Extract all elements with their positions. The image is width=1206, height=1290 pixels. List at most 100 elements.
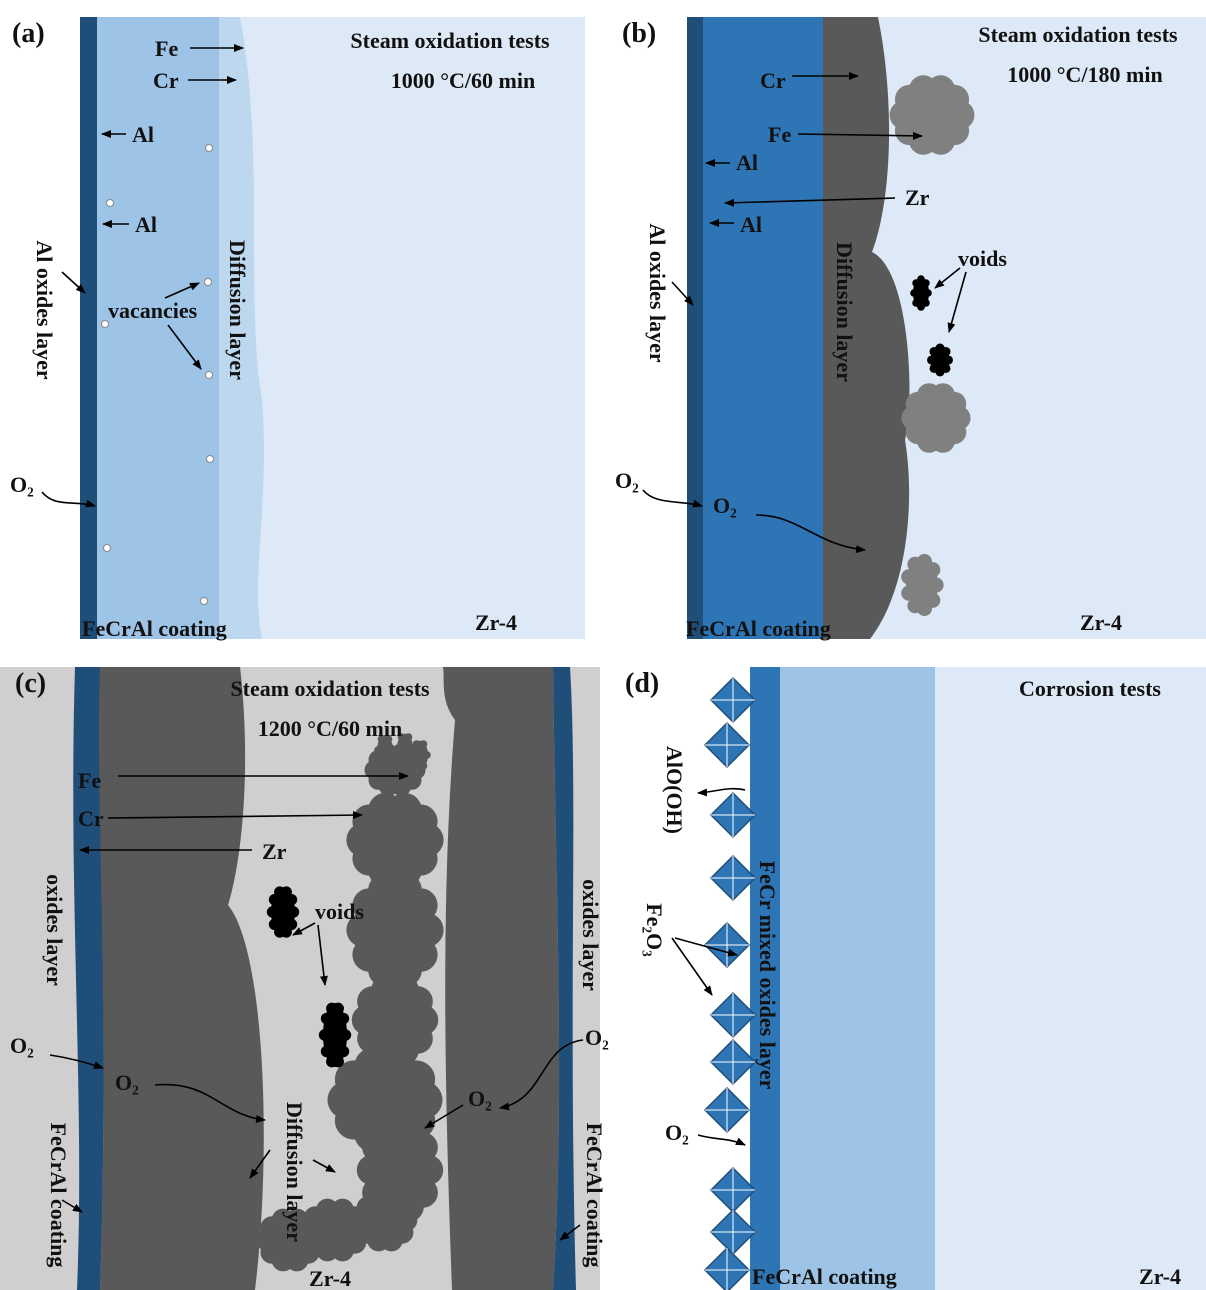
oxide-layer [80, 17, 97, 639]
crystal [711, 856, 755, 900]
label: oxides layer [578, 879, 603, 991]
cluster [346, 793, 443, 887]
label: Fe [78, 768, 101, 793]
cluster-lobe [402, 986, 432, 1016]
cluster-lobe [413, 762, 421, 770]
diffusion-layer [443, 667, 559, 1290]
label: Fe₂O₃ [642, 903, 667, 957]
cluster-lobe [269, 919, 280, 930]
panel-d: (d) Corrosion tests AlO(OH) Fe₂O₃ FeCr m… [625, 667, 1206, 1290]
label: FeCrAl coating [82, 616, 227, 641]
cluster-lobe [942, 392, 966, 416]
arrow [698, 789, 745, 793]
cluster-lobe [940, 85, 969, 114]
cluster-lobe [941, 347, 950, 356]
cluster-lobe [319, 1029, 330, 1040]
title: Steam oxidation tests [350, 28, 550, 53]
crystals [705, 678, 755, 1290]
coating [703, 17, 823, 639]
panel-label: (d) [625, 668, 659, 699]
cluster-lobe [925, 562, 940, 577]
crystal [711, 678, 755, 722]
cluster-lobe [374, 746, 382, 754]
label: Al [740, 212, 762, 237]
cluster-lobe [927, 355, 936, 364]
cluster [927, 344, 953, 377]
cluster-lobe [391, 1196, 414, 1219]
cluster-lobe [267, 906, 278, 917]
label: Cr [153, 68, 179, 93]
title: Steam oxidation tests [978, 22, 1178, 47]
crystal [705, 1088, 749, 1132]
label: O₂ [468, 1086, 492, 1111]
cluster-lobe [413, 740, 421, 748]
label: Al [135, 212, 157, 237]
oxide-layer [687, 17, 703, 639]
panel-a: (a) Steam oxidation tests 1000 °C/60 min… [10, 17, 585, 641]
label: FeCr mixed oxides layer [755, 861, 780, 1090]
vacancy [107, 200, 114, 207]
cluster-lobe [340, 1029, 351, 1040]
label: FeCrAl coating [46, 1123, 71, 1268]
coating [97, 17, 219, 639]
cluster-lobe [912, 299, 920, 307]
crystal [711, 993, 755, 1037]
diffusion-layer [95, 667, 264, 1290]
cluster-lobe [930, 364, 939, 373]
label: Diffusion layer [282, 1102, 307, 1242]
cluster-lobe [397, 1060, 435, 1098]
crystal [705, 923, 749, 967]
cluster-lobe [420, 762, 428, 770]
crystal [705, 1248, 749, 1290]
condition: 1200 °C/60 min [258, 716, 402, 741]
label: Zr-4 [1139, 1264, 1181, 1289]
label: Zr-4 [1080, 610, 1122, 635]
cluster-lobe [409, 751, 417, 759]
cluster-lobe [286, 894, 297, 905]
cluster-lobe [407, 1132, 437, 1162]
label: voids [315, 899, 364, 924]
condition: 1000 °C/180 min [1007, 62, 1162, 87]
label: O₂ [10, 472, 34, 497]
label: FeCrAl coating [582, 1123, 607, 1268]
cluster [890, 75, 975, 154]
label: Al oxides layer [32, 240, 57, 380]
cluster-lobe [420, 740, 428, 748]
vacancy [205, 279, 212, 286]
cluster-lobe [288, 906, 299, 917]
cluster-lobe [403, 804, 437, 838]
label: Zr [262, 839, 287, 864]
label: Fe [155, 36, 178, 61]
cluster-lobe [922, 279, 930, 287]
cluster-lobe [338, 1013, 349, 1024]
crystal [711, 1168, 755, 1212]
crystal [711, 793, 755, 837]
cluster-lobe [378, 757, 386, 765]
cluster-lobe [385, 757, 393, 765]
label: Fe [768, 122, 791, 147]
label: Zr [905, 185, 930, 210]
crystal [711, 1210, 755, 1254]
label: Zr-4 [309, 1266, 351, 1290]
vacancy [207, 456, 214, 463]
label: AlO(OH) [662, 746, 687, 834]
condition: 1000 °C/60 min [391, 68, 535, 93]
cluster-lobe [321, 1013, 332, 1024]
label: Al [132, 122, 154, 147]
label: Diffusion layer [832, 242, 857, 382]
cluster [901, 383, 970, 453]
crystal [705, 723, 749, 767]
cluster-lobe [403, 888, 437, 922]
label: O₂ [713, 493, 737, 518]
label: O₂ [10, 1033, 34, 1058]
vacancy [206, 372, 213, 379]
crystal [711, 1040, 755, 1084]
figure: (a) Steam oxidation tests 1000 °C/60 min… [0, 0, 1206, 1290]
cluster-lobe [343, 1206, 366, 1229]
cluster-lobe [405, 733, 413, 741]
cluster-lobe [326, 1056, 337, 1067]
label: O₂ [615, 468, 639, 493]
label: Al [736, 150, 758, 175]
title: Corrosion tests [1019, 676, 1161, 701]
label: Zr-4 [475, 610, 517, 635]
